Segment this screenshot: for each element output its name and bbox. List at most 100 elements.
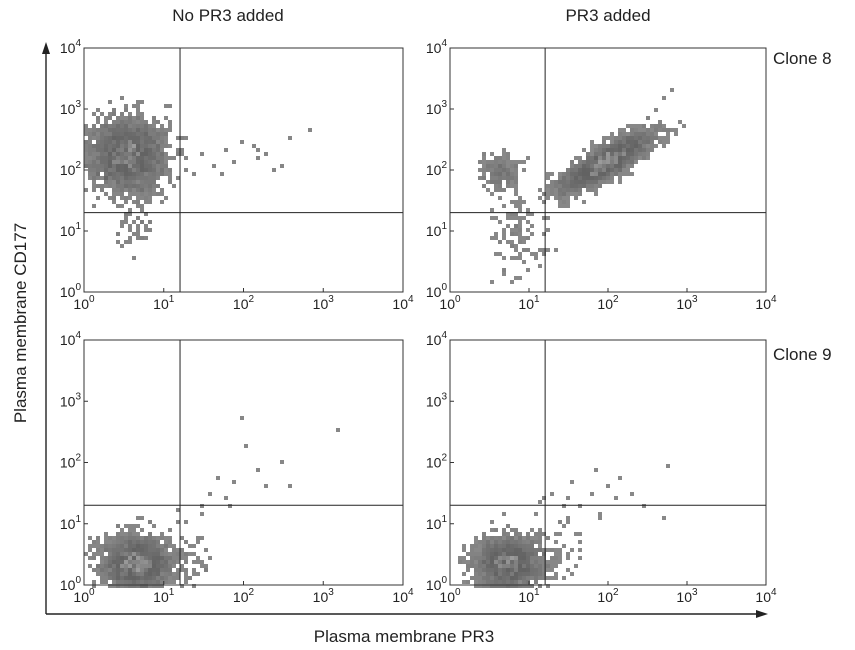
event-cell — [104, 576, 108, 580]
event-cell — [92, 580, 96, 584]
event-cell — [112, 152, 116, 156]
event-cell — [192, 544, 196, 548]
event-cell — [136, 196, 140, 200]
event-cell — [494, 184, 498, 188]
event-cell — [658, 128, 662, 132]
event-cell — [526, 556, 530, 560]
event-cell — [136, 216, 140, 220]
event-cell — [514, 580, 518, 584]
event-cell — [586, 168, 590, 172]
event-cell — [104, 168, 108, 172]
event-cell — [96, 160, 100, 164]
event-cell — [176, 552, 180, 556]
event-cell — [280, 164, 284, 168]
event-cell — [518, 276, 522, 280]
event-cell — [88, 136, 92, 140]
event-cell — [156, 144, 160, 148]
event-cell — [112, 556, 116, 560]
event-cell — [220, 172, 224, 176]
event-cell — [136, 576, 140, 580]
event-cell — [88, 164, 92, 168]
event-cell — [196, 556, 200, 560]
event-cell — [534, 540, 538, 544]
event-cell — [490, 168, 494, 172]
event-cell — [136, 156, 140, 160]
y-tick-label: 101 — [426, 514, 448, 532]
event-cell — [626, 160, 630, 164]
event-cell — [626, 156, 630, 160]
row-label-clone-9: Clone 9 — [773, 345, 832, 364]
event-cell — [124, 540, 128, 544]
event-cell — [108, 140, 112, 144]
event-cell — [510, 552, 514, 556]
event-cell — [530, 536, 534, 540]
event-cell — [558, 172, 562, 176]
event-cell — [144, 212, 148, 216]
event-cell — [172, 564, 176, 568]
event-cell — [136, 108, 140, 112]
event-cell — [482, 164, 486, 168]
event-cell — [618, 156, 622, 160]
event-cell — [120, 172, 124, 176]
event-cell — [578, 188, 582, 192]
event-cell — [152, 164, 156, 168]
event-cell — [514, 540, 518, 544]
event-cell — [538, 264, 542, 268]
event-cell — [546, 584, 550, 588]
event-cell — [526, 584, 530, 588]
event-cell — [132, 184, 136, 188]
event-cell — [502, 228, 506, 232]
event-cell — [502, 560, 506, 564]
event-cell — [120, 124, 124, 128]
event-cell — [478, 580, 482, 584]
event-cell — [514, 204, 518, 208]
event-cell — [152, 580, 156, 584]
event-cell — [140, 196, 144, 200]
event-cell — [470, 576, 474, 580]
event-cell — [140, 236, 144, 240]
event-cell — [148, 176, 152, 180]
event-cell — [518, 548, 522, 552]
event-cell — [502, 172, 506, 176]
event-cell — [570, 176, 574, 180]
event-cell — [514, 172, 518, 176]
event-cell — [108, 184, 112, 188]
event-cell — [132, 544, 136, 548]
event-cell — [168, 536, 172, 540]
event-cell — [120, 244, 124, 248]
event-cell — [132, 116, 136, 120]
event-cell — [124, 560, 128, 564]
event-cell — [176, 152, 180, 156]
event-cell — [100, 164, 104, 168]
event-cell — [574, 192, 578, 196]
event-cell — [538, 548, 542, 552]
event-cell — [156, 152, 160, 156]
event-cell — [132, 152, 136, 156]
event-cell — [128, 532, 132, 536]
event-cell — [466, 564, 470, 568]
event-cell — [140, 152, 144, 156]
event-cell — [136, 172, 140, 176]
event-cell — [144, 124, 148, 128]
event-cell — [510, 560, 514, 564]
event-cell — [128, 160, 132, 164]
y-axis-title: Plasma membrane CD177 — [11, 223, 30, 423]
event-cell — [502, 268, 506, 272]
event-cell — [96, 540, 100, 544]
event-cell — [510, 576, 514, 580]
event-cell — [164, 544, 168, 548]
event-cell — [590, 140, 594, 144]
event-cell — [490, 164, 494, 168]
event-cell — [120, 164, 124, 168]
event-cell — [104, 156, 108, 160]
event-cell — [88, 172, 92, 176]
event-cell — [96, 548, 100, 552]
event-cell — [638, 136, 642, 140]
y-tick-label: 103 — [60, 99, 82, 117]
event-cell — [120, 112, 124, 116]
event-cell — [92, 152, 96, 156]
event-cell — [108, 160, 112, 164]
event-cell — [466, 568, 470, 572]
event-cell — [598, 516, 602, 520]
event-cell — [168, 168, 172, 172]
